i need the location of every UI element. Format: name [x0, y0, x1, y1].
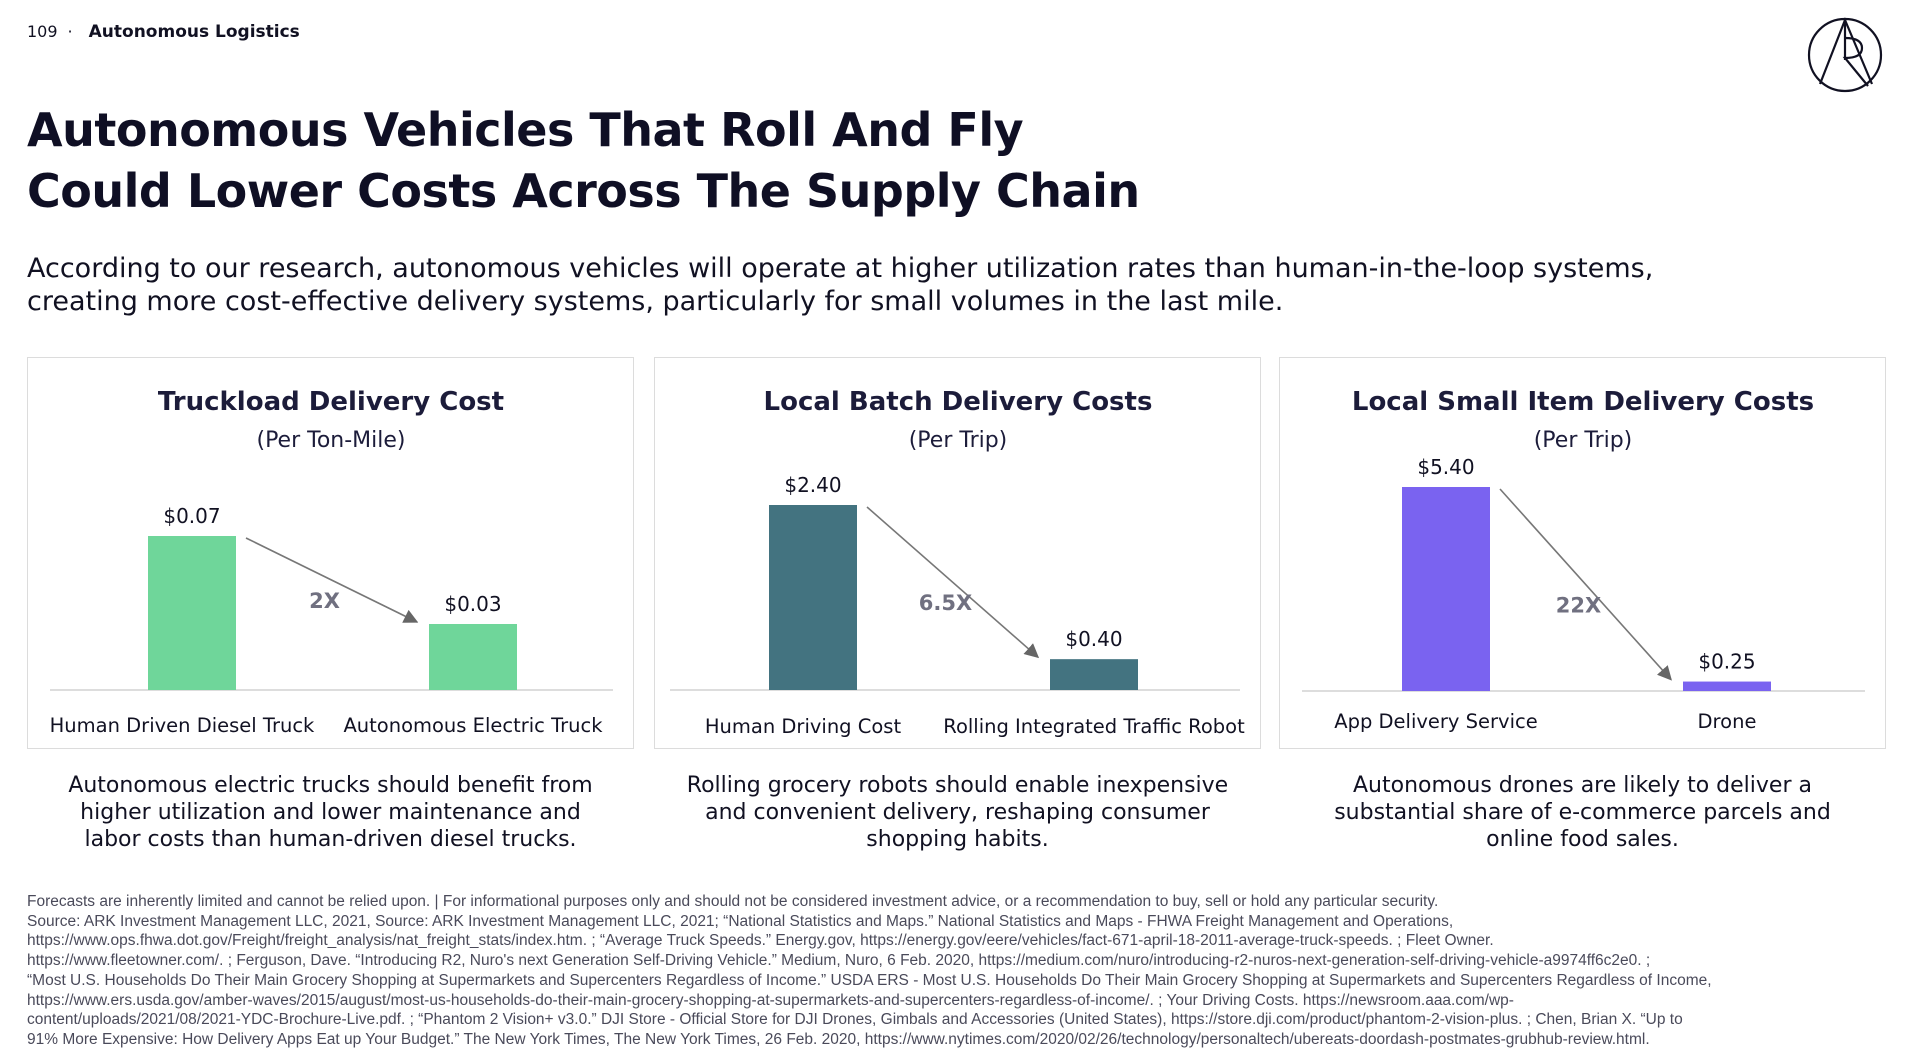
footnote-line: “Most U.S. Households Do Their Main Groc…: [27, 971, 1712, 989]
footnote-line: https://www.fleetowner.com/. ; Ferguson,…: [27, 952, 1651, 970]
page-subtitle-line-1: According to our research, autonomous ve…: [27, 253, 1654, 284]
page-subtitle-line-2: creating more cost-effective delivery sy…: [27, 286, 1284, 317]
caption-small-item: Autonomous drones are likely to deliver …: [1279, 772, 1886, 853]
bar-value-label: $5.40: [1417, 455, 1474, 479]
header-separator: ·: [67, 22, 73, 41]
chart-local-batch: Local Batch Delivery Costs (Per Trip) $2.4…: [670, 387, 1245, 738]
page-title-line-1: Autonomous Vehicles That Roll And Fly: [27, 103, 1024, 157]
chart-subtitle: (Per Ton-Mile): [256, 428, 405, 453]
bar-2: [1050, 659, 1138, 690]
caption-truckload: Autonomous electric trucks should benefi…: [27, 772, 634, 853]
category-label: Human Driving Cost: [705, 715, 902, 738]
chart-title: Truckload Delivery Cost: [158, 387, 504, 417]
footnote-line: https://www.ops.fhwa.dot.gov/Freight/fre…: [27, 932, 1494, 950]
page-subtitle: According to our research, autonomous ve…: [27, 252, 1827, 318]
caption-local-batch: Rolling grocery robots should enable ine…: [654, 772, 1261, 853]
caption-line: online food sales.: [1486, 827, 1679, 852]
caption-line: higher utilization and lower maintenance…: [80, 800, 581, 825]
bar-1: [148, 536, 236, 690]
chart-truckload: Truckload Delivery Cost (Per Ton-Mile) $0.…: [50, 387, 613, 737]
multiplier-label: 6.5X: [919, 591, 972, 615]
footnote-line: 91% More Expensive: How Delivery Apps Ea…: [27, 1030, 1650, 1048]
multiplier-label: 22X: [1556, 593, 1601, 617]
multiplier-label: 2X: [309, 589, 340, 613]
footnotes: Forecasts are inherently limited and can…: [27, 892, 1887, 1050]
caption-line: Autonomous drones are likely to deliver …: [1353, 773, 1812, 798]
caption-line: Autonomous electric trucks should benefi…: [68, 773, 593, 798]
bar-value-label: $2.40: [784, 473, 841, 497]
bar-value-label: $0.07: [163, 504, 220, 528]
chart-small-item: Local Small Item Delivery Costs (Per Trip…: [1302, 387, 1865, 733]
bar-2: [1683, 681, 1771, 691]
ark-logo-icon: [1807, 17, 1883, 93]
chart-panel-truckload: Truckload Delivery Cost (Per Ton-Mile) $0.…: [27, 357, 634, 749]
footnote-line: Forecasts are inherently limited and can…: [27, 893, 1439, 910]
chart-panel-local-batch: Local Batch Delivery Costs (Per Trip) $2.4…: [654, 357, 1261, 749]
category-label: Rolling Integrated Traffic Robot: [943, 715, 1245, 738]
page-title-line-2: Could Lower Costs Across The Supply Chai…: [27, 164, 1140, 218]
multiplier-arrow: [866, 506, 1040, 659]
category-label: Autonomous Electric Truck: [343, 714, 603, 737]
multiplier-arrow: [245, 537, 419, 623]
multiplier-arrow: [1499, 488, 1672, 681]
chart-subtitle: (Per Trip): [909, 428, 1008, 453]
bar-value-label: $0.25: [1698, 650, 1755, 674]
page-title: Autonomous Vehicles That Roll And Fly Co…: [27, 100, 1327, 222]
chart-panel-small-item: Local Small Item Delivery Costs (Per Trip…: [1279, 357, 1886, 749]
chart-title: Local Batch Delivery Costs: [764, 387, 1153, 417]
footnote-line: https://www.ers.usda.gov/amber-waves/201…: [27, 991, 1514, 1009]
caption-line: labor costs than human-driven diesel tru…: [84, 827, 577, 852]
section-title: Autonomous Logistics: [88, 22, 300, 42]
bar-value-label: $0.40: [1065, 627, 1122, 651]
bar-1: [769, 505, 857, 690]
caption-line: shopping habits.: [866, 827, 1049, 852]
bar-2: [429, 624, 517, 690]
chart-subtitle: (Per Trip): [1534, 428, 1633, 453]
caption-line: and convenient delivery, reshaping consu…: [705, 800, 1210, 825]
caption-line: substantial share of e-commerce parcels …: [1334, 800, 1831, 825]
bar-1: [1402, 487, 1490, 691]
category-label: App Delivery Service: [1334, 710, 1538, 733]
bar-value-label: $0.03: [444, 592, 501, 616]
header-bar: 109 · Autonomous Logistics: [27, 22, 300, 42]
caption-line: Rolling grocery robots should enable ine…: [686, 773, 1229, 798]
footnote-line: Source: ARK Investment Management LLC, 2…: [27, 912, 1454, 930]
category-label: Drone: [1698, 710, 1757, 733]
footnote-line: content/uploads/2021/08/2021-YDC-Brochur…: [27, 1011, 1683, 1029]
category-label: Human Driven Diesel Truck: [50, 714, 315, 737]
page-number: 109: [27, 22, 58, 41]
chart-title: Local Small Item Delivery Costs: [1352, 387, 1814, 417]
